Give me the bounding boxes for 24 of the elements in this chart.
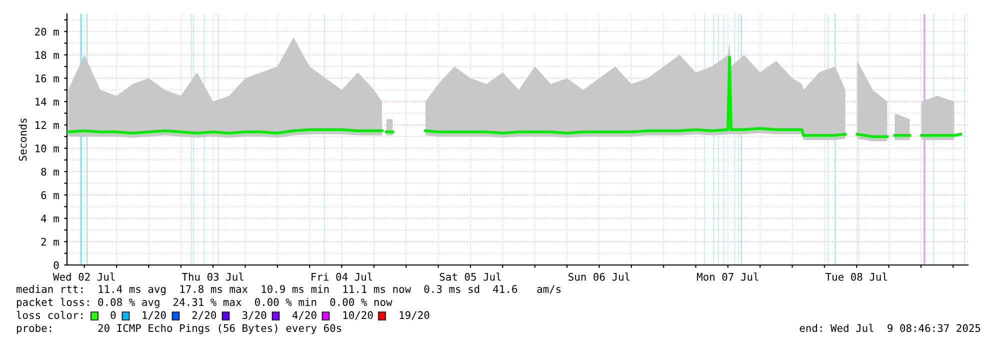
x-tick-label: Sun 06 Jul [568, 272, 630, 281]
y-tick-label: 12 m [36, 121, 59, 129]
y-axis-title: Seconds [18, 118, 27, 161]
y-tick-label: 14 m [36, 98, 59, 106]
x-tick-label: Fri 04 Jul [312, 272, 372, 281]
y-tick-label: 8 m [41, 168, 59, 176]
text: probe: 20 ICMP Echo Pings (56 Bytes) every 60s [16, 324, 342, 334]
text: loss color: 0 1/20 2/20 3/20 4/20 10/20 19/20 [16, 310, 430, 320]
y-tick-label: 0 [54, 261, 59, 270]
y-tick-label: 18 m [36, 51, 59, 59]
y-tick-label: 4 m [41, 214, 59, 222]
text: median rtt: 11.4 ms avg 17.8 ms max 10.9 ms min 11.1 ms now 0.3 ms sd 41.6 am/s [16, 284, 561, 296]
x-tick-label: Sat 05 Jul [440, 272, 501, 281]
y-tick-label: 20 m [35, 28, 59, 36]
y-tick-label: 16 m [36, 74, 59, 82]
text: end: Wed Jul 9 08:46:37 2025 [800, 324, 980, 332]
x-tick-label: Tue 08 Jul [826, 272, 887, 281]
text: packet loss: 0.08 % avg 24.31 % max 0.00 % min 0.00 % now [16, 298, 392, 308]
y-tick-label: 10 m [36, 144, 59, 152]
x-tick-label: Mon 07 Jul [696, 272, 758, 281]
x-tick-label: Wed 02 Jul [52, 272, 115, 281]
y-tick-label: 2 m [41, 238, 59, 246]
x-tick-label: Thu 03 Jul [182, 272, 244, 281]
y-tick-label: 6 m [41, 191, 59, 200]
